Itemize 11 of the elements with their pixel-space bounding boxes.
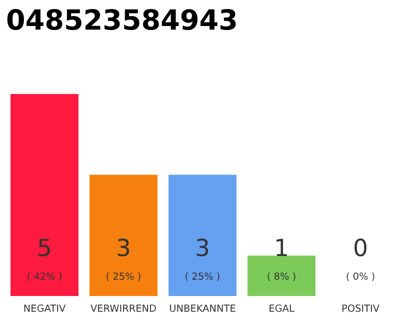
- data-label: 0 ( 0% ): [346, 238, 374, 281]
- x-tick-label: UNBEKANNTE: [170, 304, 236, 312]
- x-tick-label: POSITIV: [342, 304, 380, 312]
- data-label: 5 ( 42% ): [28, 238, 62, 281]
- data-label: 3 ( 25% ): [186, 238, 220, 281]
- data-label: 1 ( 8% ): [268, 238, 296, 281]
- x-tick-label: EGAL: [270, 304, 294, 312]
- data-label: 3 ( 25% ): [106, 238, 140, 281]
- x-tick-label: NEGATIV: [24, 304, 66, 312]
- chart-title: 048523584943: [7, 9, 236, 30]
- x-tick-label: VERWIRREND: [90, 304, 156, 312]
